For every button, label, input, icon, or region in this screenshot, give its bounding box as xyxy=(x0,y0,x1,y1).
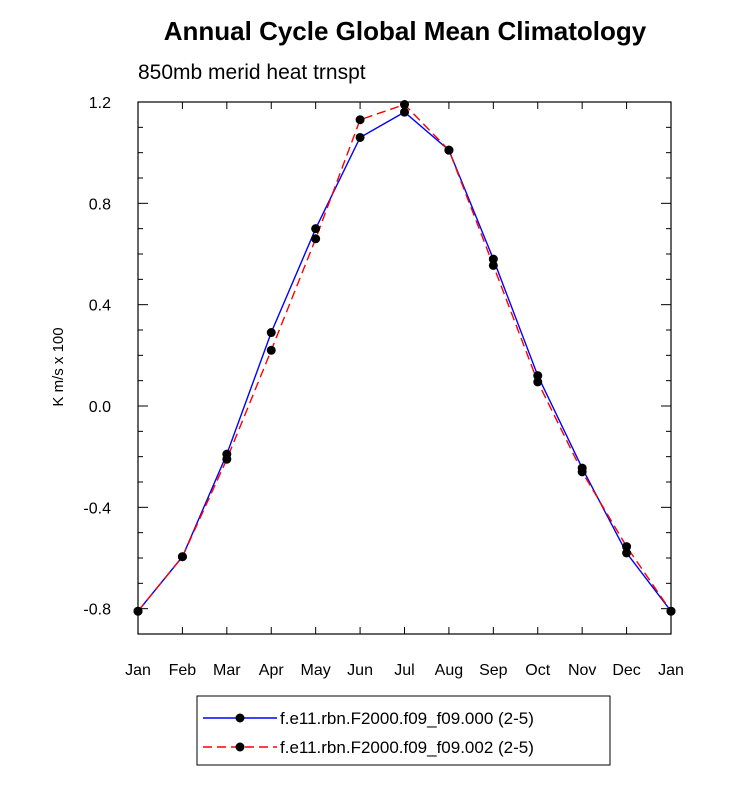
y-tick-label: 1.2 xyxy=(89,95,111,112)
data-point xyxy=(488,254,498,264)
legend-label-1: f.e11.rbn.F2000.f09_f09.000 (2-5) xyxy=(280,709,534,728)
y-tick-label: -0.4 xyxy=(83,500,111,517)
data-point xyxy=(266,328,276,338)
legend-label-2: f.e11.rbn.F2000.f09_f09.002 (2-5) xyxy=(280,738,534,757)
data-point xyxy=(311,234,321,244)
x-tick-label: Aug xyxy=(435,662,463,679)
x-tick-label: Nov xyxy=(568,662,596,679)
chart-title: Annual Cycle Global Mean Climatology xyxy=(164,16,647,46)
data-point xyxy=(177,552,187,562)
y-tick-label: -0.8 xyxy=(83,602,111,619)
y-tick-label: 0.8 xyxy=(89,196,111,213)
series-layer xyxy=(133,100,676,616)
series-line-2 xyxy=(137,103,672,612)
legend-box xyxy=(196,695,611,766)
x-tick-label: Jun xyxy=(347,662,373,679)
y-tick-label: 0.0 xyxy=(89,399,111,416)
x-tick-label: Sep xyxy=(479,662,508,679)
x-tick-label: Jan xyxy=(658,662,684,679)
x-tick-label: Feb xyxy=(169,662,197,679)
plot-frame xyxy=(137,101,672,635)
data-point xyxy=(222,454,232,464)
data-point xyxy=(622,542,632,552)
legend: f.e11.rbn.F2000.f09_f09.000 (2-5) f.e11.r… xyxy=(196,695,611,766)
data-point xyxy=(444,145,454,155)
data-point xyxy=(533,371,543,381)
x-tick-label: Jul xyxy=(394,662,414,679)
data-point xyxy=(488,260,498,270)
data-point xyxy=(577,467,587,477)
x-tick-label: May xyxy=(301,662,331,679)
x-tick-label: Jan xyxy=(125,662,151,679)
x-tick-label: Oct xyxy=(525,662,550,679)
x-tick-label: Mar xyxy=(213,662,241,679)
y-tick-label: 0.4 xyxy=(89,298,111,315)
legend-marker-1 xyxy=(235,713,245,723)
y-axis-label: K m/s x 100 xyxy=(50,327,67,406)
axes-layer: Jan Feb Mar Apr May Jun Jul Aug Sep Oct Nov Dec Jan -… xyxy=(83,95,683,679)
data-point xyxy=(355,115,365,125)
legend-marker-2 xyxy=(235,742,245,752)
chart-subtitle: 850mb merid heat trnspt xyxy=(138,61,366,84)
x-tick-label: Apr xyxy=(259,662,285,679)
data-point xyxy=(400,107,409,117)
data-point xyxy=(355,132,365,142)
data-point xyxy=(533,377,543,387)
data-point xyxy=(266,345,276,355)
series-line-1 xyxy=(137,111,672,612)
data-point xyxy=(311,224,321,234)
data-point xyxy=(622,548,632,558)
x-tick-label: Dec xyxy=(612,662,640,679)
